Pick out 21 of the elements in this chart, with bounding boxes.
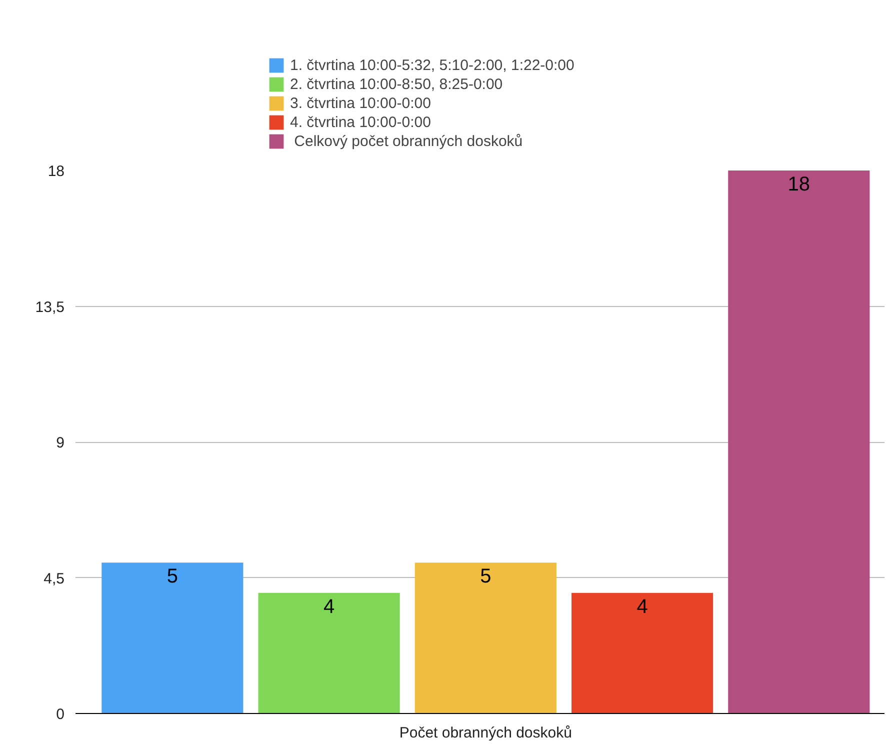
y-tick-label: 4,5 [44,570,65,588]
data-label: 4 [323,596,335,618]
y-tick-label: 13,5 [35,298,65,316]
legend-label: 1. čtvrtina 10:00-5:32, 5:10-2:00, 1:22-0:00 [290,56,574,74]
legend-label: 3. čtvrtina 10:00-0:00 [290,94,431,112]
legend-label: 4. čtvrtina 10:00-0:00 [290,114,431,130]
y-tick-label: 0 [56,706,64,723]
data-label: 5 [480,566,492,588]
data-label: 18 [788,174,810,196]
data-label: 5 [166,566,178,588]
bar [102,562,244,714]
legend-label: 2. čtvrtina 10:00-8:50, 8:25-0:00 [290,76,503,92]
y-tick-label: 9 [56,434,64,452]
bar [572,592,714,714]
x-tick-label: Počet obranných doskoků [399,724,572,742]
data-label: 4 [636,596,648,618]
bar [414,562,556,714]
bar [728,170,870,714]
bar [258,592,400,714]
y-tick-label: 18 [48,163,65,180]
legend-label: Celkový počet obranných doskoků [293,132,523,150]
